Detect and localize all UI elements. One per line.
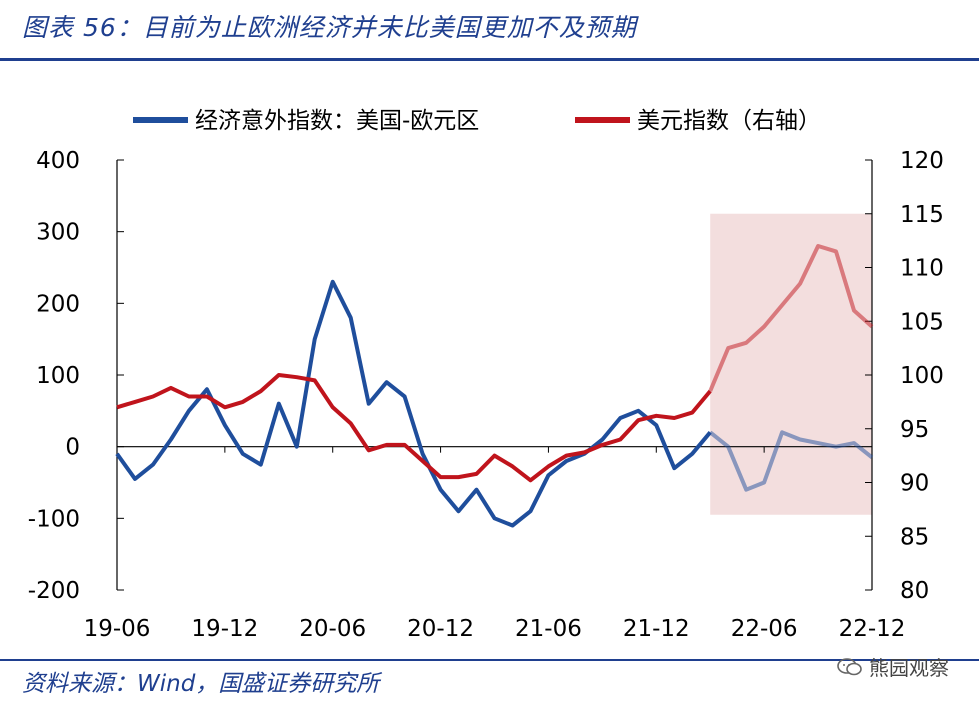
right-tick-label: 85 [900, 524, 929, 550]
series-line-2 [116, 373, 712, 483]
left-tick-label: 300 [36, 220, 80, 246]
left-tick-label: -200 [28, 578, 80, 604]
right-tick-label: 80 [900, 578, 929, 604]
series-line-2-forecast [708, 244, 874, 392]
right-tick-label: 115 [900, 202, 944, 228]
watermark: 熊园观察 [837, 652, 949, 681]
x-tick-label: 22-06 [731, 616, 798, 642]
source-note: 资料来源：Wind，国盛证券研究所 [22, 671, 380, 697]
legend-label-2: 美元指数（右轴） [637, 108, 821, 134]
forecast-highlight [710, 213, 872, 515]
highlight-band [710, 213, 872, 515]
right-tick-label: 105 [900, 309, 944, 335]
x-tick-label: 22-12 [839, 616, 906, 642]
legend-label-1: 经济意外指数：美国-欧元区 [195, 108, 479, 134]
left-tick-label: -100 [28, 506, 80, 532]
right-tick-label: 110 [900, 256, 944, 282]
axes: 400 300 200 100 0 -100 -200 120 115 110 105 100 95 90… [28, 148, 944, 642]
x-tick-label: 20-06 [299, 616, 366, 642]
x-tick-label: 21-12 [623, 616, 690, 642]
footer-rule [0, 659, 979, 661]
right-tick-label: 100 [900, 363, 944, 389]
chart: 经济意外指数：美国-欧元区 美元指数（右轴） 400 300 200 100 0 -100 -… [28, 108, 944, 642]
title-rule [0, 58, 979, 61]
series-line-1 [115, 279, 712, 528]
legend: 经济意外指数：美国-欧元区 美元指数（右轴） [133, 108, 821, 134]
left-tick-label: 0 [65, 435, 80, 461]
right-tick-label: 95 [900, 417, 929, 443]
left-tick-label: 100 [36, 363, 80, 389]
series-line-1-forecast [708, 430, 874, 492]
right-tick-label: 120 [900, 148, 944, 174]
x-tick-label: 19-12 [191, 616, 258, 642]
left-tick-label: 400 [36, 148, 80, 174]
watermark-text: 熊园观察 [869, 656, 949, 680]
wechat-icon [837, 657, 862, 675]
right-tick-label: 90 [900, 471, 929, 497]
x-tick-label: 19-06 [84, 616, 151, 642]
x-tick-label: 20-12 [407, 616, 474, 642]
left-tick-label: 200 [36, 291, 80, 317]
chart-title: 图表 56：目前为止欧洲经济并未比美国更加不及预期 [22, 13, 637, 42]
x-tick-label: 21-06 [515, 616, 582, 642]
series-lines [115, 244, 874, 528]
